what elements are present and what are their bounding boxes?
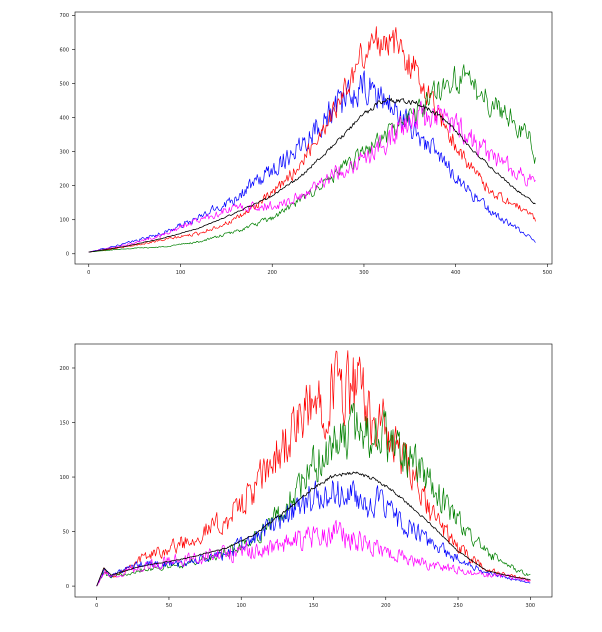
y-tick-label: 50 bbox=[63, 529, 69, 535]
y-tick-label: 500 bbox=[59, 81, 69, 87]
y-tick-label: 200 bbox=[59, 366, 69, 372]
y-tick-label: 400 bbox=[59, 115, 69, 121]
series-line bbox=[96, 519, 531, 587]
top-chart: 0 100 200 300 400 500 0 100 200 300 400 500 600 700 bbox=[59, 11, 553, 276]
x-tick-label: 400 bbox=[451, 270, 461, 276]
series-line bbox=[96, 471, 531, 587]
series-line bbox=[96, 350, 531, 587]
y-tick-label: 300 bbox=[59, 149, 69, 155]
x-tick-label: 300 bbox=[526, 603, 536, 609]
x-tick-label: 250 bbox=[453, 603, 463, 609]
bottom-chart: 0 50 100 150 200 250 300 0 50 100 150 200 bbox=[59, 343, 553, 609]
plot-frame bbox=[74, 11, 553, 265]
series-line bbox=[88, 64, 536, 253]
x-tick-label: 100 bbox=[176, 270, 186, 276]
y-tick-label: 100 bbox=[59, 218, 69, 224]
x-tick-label: 200 bbox=[267, 270, 277, 276]
y-tick-label: 600 bbox=[59, 47, 69, 53]
series-line bbox=[96, 403, 531, 587]
y-tick-label: 200 bbox=[59, 183, 69, 189]
y-tick-label: 150 bbox=[59, 420, 69, 426]
y-tick-label: 0 bbox=[66, 584, 69, 590]
series-line bbox=[88, 100, 536, 253]
y-tick-label: 700 bbox=[59, 13, 69, 19]
series-line bbox=[88, 26, 536, 253]
x-tick-label: 0 bbox=[95, 603, 98, 609]
x-tick-label: 100 bbox=[236, 603, 246, 609]
y-tick-label: 100 bbox=[59, 475, 69, 481]
y-tick-label: 0 bbox=[66, 252, 69, 258]
x-tick-label: 200 bbox=[381, 603, 391, 609]
x-tick-label: 300 bbox=[359, 270, 369, 276]
x-tick-label: 500 bbox=[543, 270, 553, 276]
series-line bbox=[96, 480, 531, 587]
x-tick-label: 50 bbox=[166, 603, 172, 609]
x-tick-label: 0 bbox=[87, 270, 90, 276]
series-line bbox=[88, 97, 536, 253]
x-tick-label: 150 bbox=[309, 603, 319, 609]
